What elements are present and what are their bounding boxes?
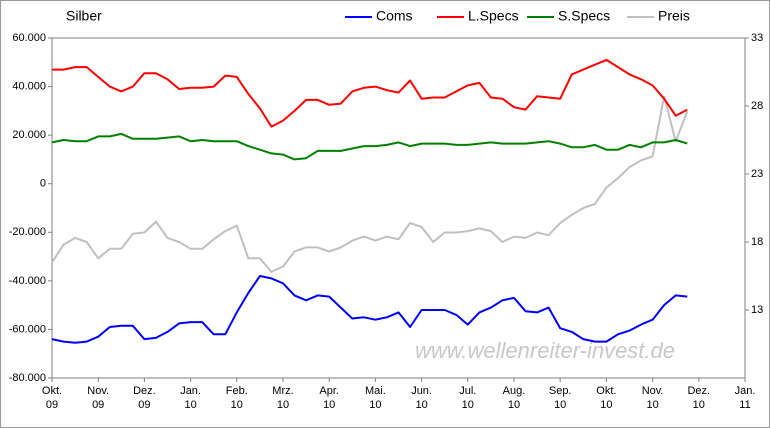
y2-tick-label: 28 (751, 100, 763, 112)
y-tick-label: 20.000 (12, 129, 46, 141)
x-tick-label: Mrz. 10 (272, 385, 294, 411)
y-tick-label: 0 (40, 178, 46, 190)
y-tick-label: -80.000 (9, 372, 46, 384)
x-tick-label: Dez. 09 (133, 385, 156, 411)
series-line (51, 132, 688, 161)
series-line (52, 58, 688, 128)
y-tick-label: -20.000 (9, 226, 46, 238)
x-tick-label: Okt. 10 (596, 385, 617, 411)
y2-tick-label: 13 (751, 304, 763, 316)
x-tick-label: Jan. 10 (180, 385, 201, 411)
x-tick-label: Okt. 09 (41, 385, 63, 411)
y2-tick-label: 33 (751, 32, 763, 44)
y-tick-label: -40.000 (9, 275, 46, 287)
y2-tick-label: 23 (751, 168, 763, 180)
y2-tick-label: 18 (751, 236, 763, 248)
x-tick-label: Nov. 09 (87, 385, 110, 411)
x-tick-label: Nov. 10 (641, 385, 664, 411)
x-tick-label: Apr. 10 (319, 385, 339, 411)
watermark: www.wellenreiter-invest.de (415, 338, 675, 363)
x-tick-label: Feb. 10 (225, 385, 248, 411)
x-tick-label: Jun. 10 (411, 385, 432, 411)
legend-label: L.Specs (468, 8, 519, 24)
x-tick-label: Sep. 10 (548, 385, 572, 411)
plot-area (51, 37, 746, 379)
x-tick-label: Jul. 10 (459, 385, 477, 411)
x-tick-label: Dez. 10 (687, 385, 711, 411)
series-line (51, 95, 689, 273)
y-tick-label: 40.000 (12, 80, 46, 92)
series-line (51, 275, 688, 344)
x-tick-label: Aug. 10 (502, 385, 526, 411)
y-tick-label: -60.000 (9, 323, 46, 335)
x-tick-label: Mai. 10 (365, 385, 386, 411)
legend-label: Preis (658, 8, 690, 24)
x-tick-label: Jan. 11 (734, 385, 756, 411)
legend-label: Coms (376, 8, 413, 24)
legend-label: S.Specs (558, 8, 610, 24)
chart-title: Silber (66, 8, 102, 24)
y-tick-label: 60.000 (12, 32, 46, 44)
